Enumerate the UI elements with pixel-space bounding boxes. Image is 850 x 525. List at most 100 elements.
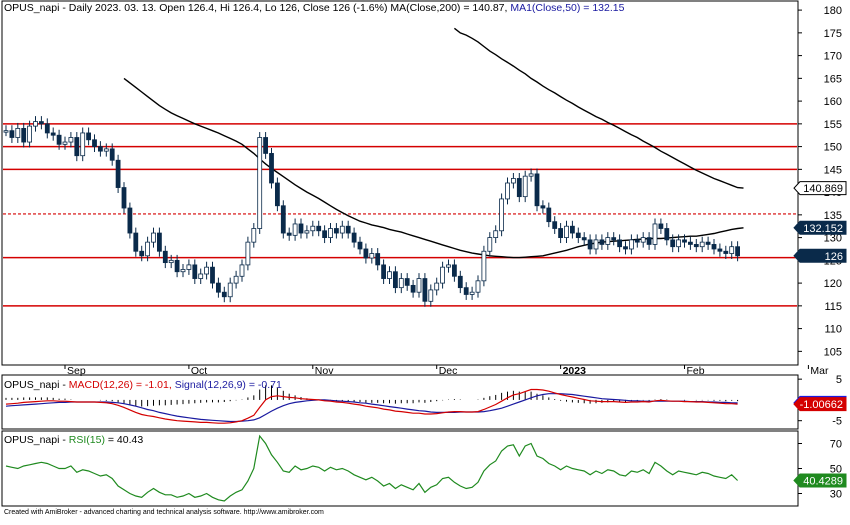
price-candle [593,239,599,250]
price-candle [174,259,180,273]
price-candle [623,246,628,250]
price-candle [180,269,186,273]
price-candle [204,266,210,275]
price-candle [404,278,410,286]
price-candle [422,278,428,302]
price-candle [139,250,145,257]
price-candle [98,146,103,152]
price-candle [210,266,215,284]
ma200-line [453,27,744,189]
price-candle [251,228,257,243]
macd-tick-label: 5 [836,374,842,386]
price-tick-label: 175 [824,28,842,40]
price-candle [711,244,717,250]
price-candle [575,232,581,239]
price-tick-label: 165 [824,73,842,85]
price-candle [516,178,522,198]
price-candle [322,230,328,238]
price-candle [39,121,44,125]
price-candle [198,273,204,279]
price-badge-shape [793,248,847,263]
price-candle [499,198,505,232]
price-candle [705,241,711,245]
price-badge-text: 126 [825,251,843,263]
price-candle [145,241,151,257]
price-candle [103,148,109,152]
price-pane [1,0,799,366]
price-candle [316,225,322,232]
price-candle [115,159,121,188]
x-tick-label: Mar [810,365,829,377]
ma50-line [123,77,744,259]
x-tick-label: Dec [439,365,458,377]
macd-tick-label: -5 [832,416,842,428]
price-candle [127,207,133,234]
price-candle [3,130,9,133]
price-candle [546,207,552,223]
price-candle [15,127,21,138]
price-candle [493,230,499,238]
x-tick-label: Nov [315,365,334,377]
price-candle [688,241,693,245]
price-candle [540,205,546,209]
price-tick-label: 150 [824,142,842,154]
rsi-header: OPUS_napi - RSI(15) = 40.43 [4,434,143,446]
price-candle [469,291,475,295]
x-tick-label: Sep [67,365,86,377]
rsi-layer: 30 50 70 [5,434,842,502]
price-candle [269,153,274,184]
price-candle [693,244,699,248]
rsi-tick-label: 70 [830,439,842,451]
price-candle [50,132,56,136]
price-candle [68,137,74,143]
price-candle [634,239,640,243]
price-candle [328,228,333,239]
price-candle [481,250,487,282]
x-tick-label: Oct [191,365,207,377]
price-candle [357,241,363,250]
price-candle [257,137,263,229]
price-candle [233,275,239,284]
price-header: OPUS_napi - Daily 2023. 03. 13. Open 126… [4,2,625,14]
price-candle [735,246,740,257]
macd-badge-text: -1.00662 [800,399,843,411]
price-tick-label: 105 [824,346,842,358]
price-candle [27,125,33,143]
price-candle [416,278,422,293]
rsi-header-name: RSI(15) [69,434,105,446]
rsi-badge-text: 40.4289 [803,475,843,487]
price-candle [369,253,375,259]
price-badge-text: 132.152 [803,223,843,235]
price-candle [611,237,617,241]
price-tick-label: 135 [824,210,842,222]
price-candle [9,130,15,138]
price-tick-label: 130 [824,233,842,245]
price-tick-label: 110 [824,324,842,336]
price-tick-label: 180 [824,5,842,17]
price-candle [446,264,451,268]
price-candle [723,250,729,254]
rsi-header-prefix: OPUS_napi - [4,434,69,446]
price-candle [558,228,563,239]
price-candle [392,271,398,289]
price-header-main: OPUS_napi - Daily 2023. 03. 13. Open 126… [4,2,510,14]
x-tick-label: Feb [687,365,705,377]
price-candle [564,225,569,239]
price-candle [192,264,198,279]
price-candle [215,282,221,293]
price-candle [86,132,91,141]
price-candle [168,259,174,264]
price-candle [33,121,38,127]
price-candle [640,237,646,243]
price-candle [92,139,97,147]
price-candle [381,264,387,279]
macd-badge-shape [793,397,847,412]
price-candle [605,237,611,245]
price-candle [646,237,652,245]
price-header-ma50: MA1(Close,50) = 132.15 [510,2,624,14]
price-candle [440,266,446,284]
price-candle [245,241,251,266]
price-candle [528,173,534,177]
price-candle [599,239,605,245]
rsi-tick-label: 50 [830,464,842,476]
